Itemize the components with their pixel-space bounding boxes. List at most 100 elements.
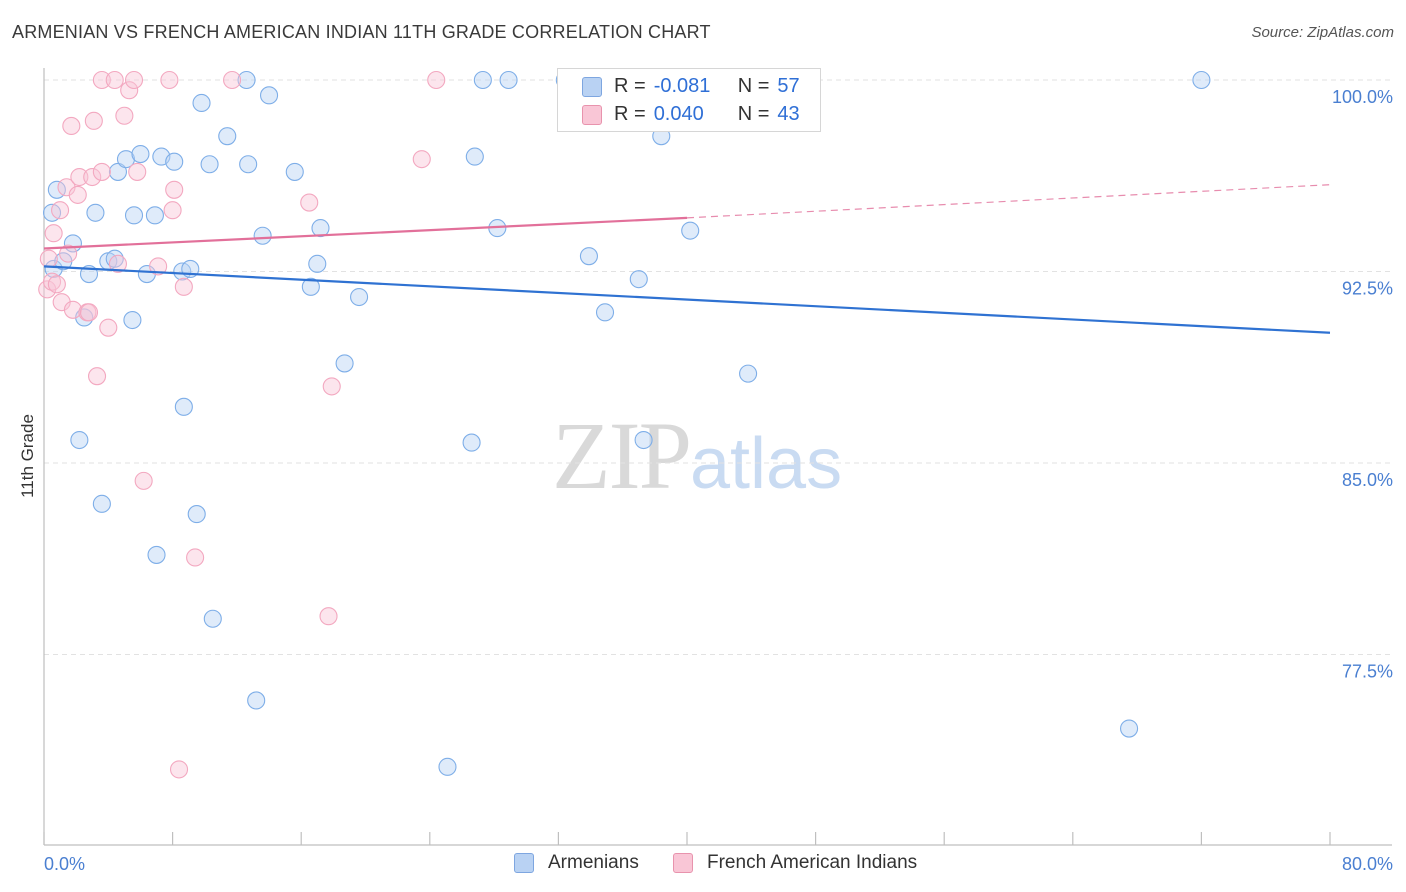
data-point-armenians	[147, 545, 166, 564]
data-point-french-american-indians	[412, 150, 431, 169]
data-point-french-american-indians	[108, 254, 127, 273]
legend-label-armenians: Armenians	[548, 852, 639, 873]
data-point-french-american-indians	[44, 224, 63, 243]
data-point-french-american-indians	[322, 377, 341, 396]
data-point-armenians	[301, 277, 320, 296]
data-point-french-american-indians	[300, 193, 319, 212]
data-point-armenians	[629, 270, 648, 289]
y-tick-label: 85.0%	[1342, 470, 1393, 490]
data-point-french-american-indians	[83, 167, 102, 187]
data-point-french-american-indians	[149, 257, 168, 276]
source-label: Source: ZipAtlas.com	[1251, 24, 1394, 41]
legend-swatch-armenians	[582, 77, 602, 97]
n-value: 43	[777, 102, 800, 125]
data-point-armenians	[105, 249, 124, 268]
data-point-armenians	[145, 206, 164, 225]
data-point-armenians	[131, 144, 150, 164]
y-tick-label: 92.5%	[1342, 279, 1393, 299]
data-point-french-american-indians	[174, 277, 193, 296]
data-point-armenians	[247, 691, 266, 710]
y-tick-label: 77.5%	[1342, 662, 1393, 682]
series-legend: Armenians French American Indians	[0, 852, 1406, 876]
data-point-armenians	[681, 221, 700, 240]
data-point-armenians	[499, 70, 518, 90]
r-label: R =	[614, 74, 646, 97]
data-point-french-american-indians	[319, 607, 338, 626]
data-point-armenians	[108, 162, 127, 181]
data-point-french-american-indians	[169, 760, 189, 779]
data-point-french-american-indians	[92, 162, 111, 181]
data-point-armenians	[253, 226, 272, 245]
stats-legend: R = -0.081 N = 57 R = 0.040 N = 43	[557, 68, 821, 132]
data-point-french-american-indians	[79, 303, 99, 322]
data-point-armenians	[218, 127, 237, 146]
data-point-french-american-indians	[124, 70, 144, 90]
data-point-french-american-indians	[128, 162, 147, 181]
data-point-french-american-indians	[62, 116, 81, 136]
data-point-armenians	[116, 150, 136, 169]
x-tick-label: 0.0%	[44, 854, 85, 874]
data-point-french-american-indians	[163, 201, 182, 220]
chart-title: ARMENIAN VS FRENCH AMERICAN INDIAN 11TH …	[12, 22, 711, 42]
data-point-french-american-indians	[99, 318, 118, 337]
trend-line-extension-french-american-indians	[686, 184, 1331, 219]
data-point-armenians	[92, 494, 111, 513]
legend-swatch-french-american-indians	[673, 853, 693, 873]
data-point-armenians	[308, 254, 327, 273]
data-point-armenians	[200, 155, 219, 174]
data-point-french-american-indians	[134, 471, 153, 490]
data-point-french-american-indians	[120, 81, 139, 100]
data-point-armenians	[1120, 719, 1139, 738]
data-point-armenians	[462, 433, 481, 452]
n-label: N =	[737, 74, 770, 97]
watermark: ZIPatlas	[552, 400, 842, 511]
data-point-armenians	[350, 287, 369, 307]
data-point-armenians	[473, 70, 492, 90]
data-point-french-american-indians	[105, 70, 124, 90]
data-point-armenians	[465, 147, 484, 166]
data-point-french-american-indians	[39, 249, 58, 268]
data-point-french-american-indians	[427, 70, 446, 90]
data-point-armenians	[123, 310, 142, 330]
data-point-armenians	[438, 757, 457, 776]
watermark-zip: ZIP	[552, 402, 692, 509]
stats-legend-row-armenians: R = -0.081 N = 57	[582, 73, 800, 99]
data-point-french-american-indians	[92, 70, 111, 90]
n-label: N =	[737, 102, 770, 125]
data-point-armenians	[203, 609, 222, 628]
data-point-armenians	[86, 203, 105, 222]
x-tick-label: 80.0%	[1342, 854, 1393, 874]
trend-line-armenians	[43, 265, 1331, 334]
trend-line-french-american-indians	[43, 216, 688, 250]
watermark-atlas: atlas	[690, 424, 843, 504]
legend-swatch-french-american-indians	[582, 105, 602, 125]
data-point-armenians	[165, 152, 184, 171]
r-label: R =	[614, 102, 646, 125]
data-point-armenians	[739, 364, 758, 383]
data-point-french-american-indians	[87, 367, 107, 386]
data-point-armenians	[579, 247, 598, 266]
r-value: 0.040	[653, 102, 704, 125]
data-point-french-american-indians	[115, 106, 134, 125]
legend-swatch-armenians	[514, 853, 534, 873]
data-point-french-american-indians	[70, 167, 89, 187]
data-point-french-american-indians	[42, 272, 62, 291]
y-tick-label: 100.0%	[1332, 87, 1393, 107]
stats-legend-row-french-american-indians: R = 0.040 N = 43	[582, 101, 800, 127]
legend-label-french-american-indians: French American Indians	[707, 852, 918, 873]
data-point-french-american-indians	[186, 548, 205, 567]
legend-item-armenians[interactable]: Armenians	[514, 852, 639, 874]
n-value: 57	[777, 74, 800, 97]
data-point-armenians	[311, 219, 330, 238]
data-point-armenians	[259, 86, 279, 105]
data-point-french-american-indians	[47, 275, 66, 294]
data-point-french-american-indians	[51, 201, 70, 220]
r-value: -0.081	[653, 74, 711, 97]
data-point-armenians	[595, 303, 615, 322]
data-point-french-american-indians	[84, 111, 103, 130]
data-point-armenians	[192, 93, 211, 113]
data-point-armenians	[285, 162, 304, 181]
data-point-armenians	[70, 430, 89, 450]
legend-item-french-american-indians[interactable]: French American Indians	[673, 852, 917, 874]
